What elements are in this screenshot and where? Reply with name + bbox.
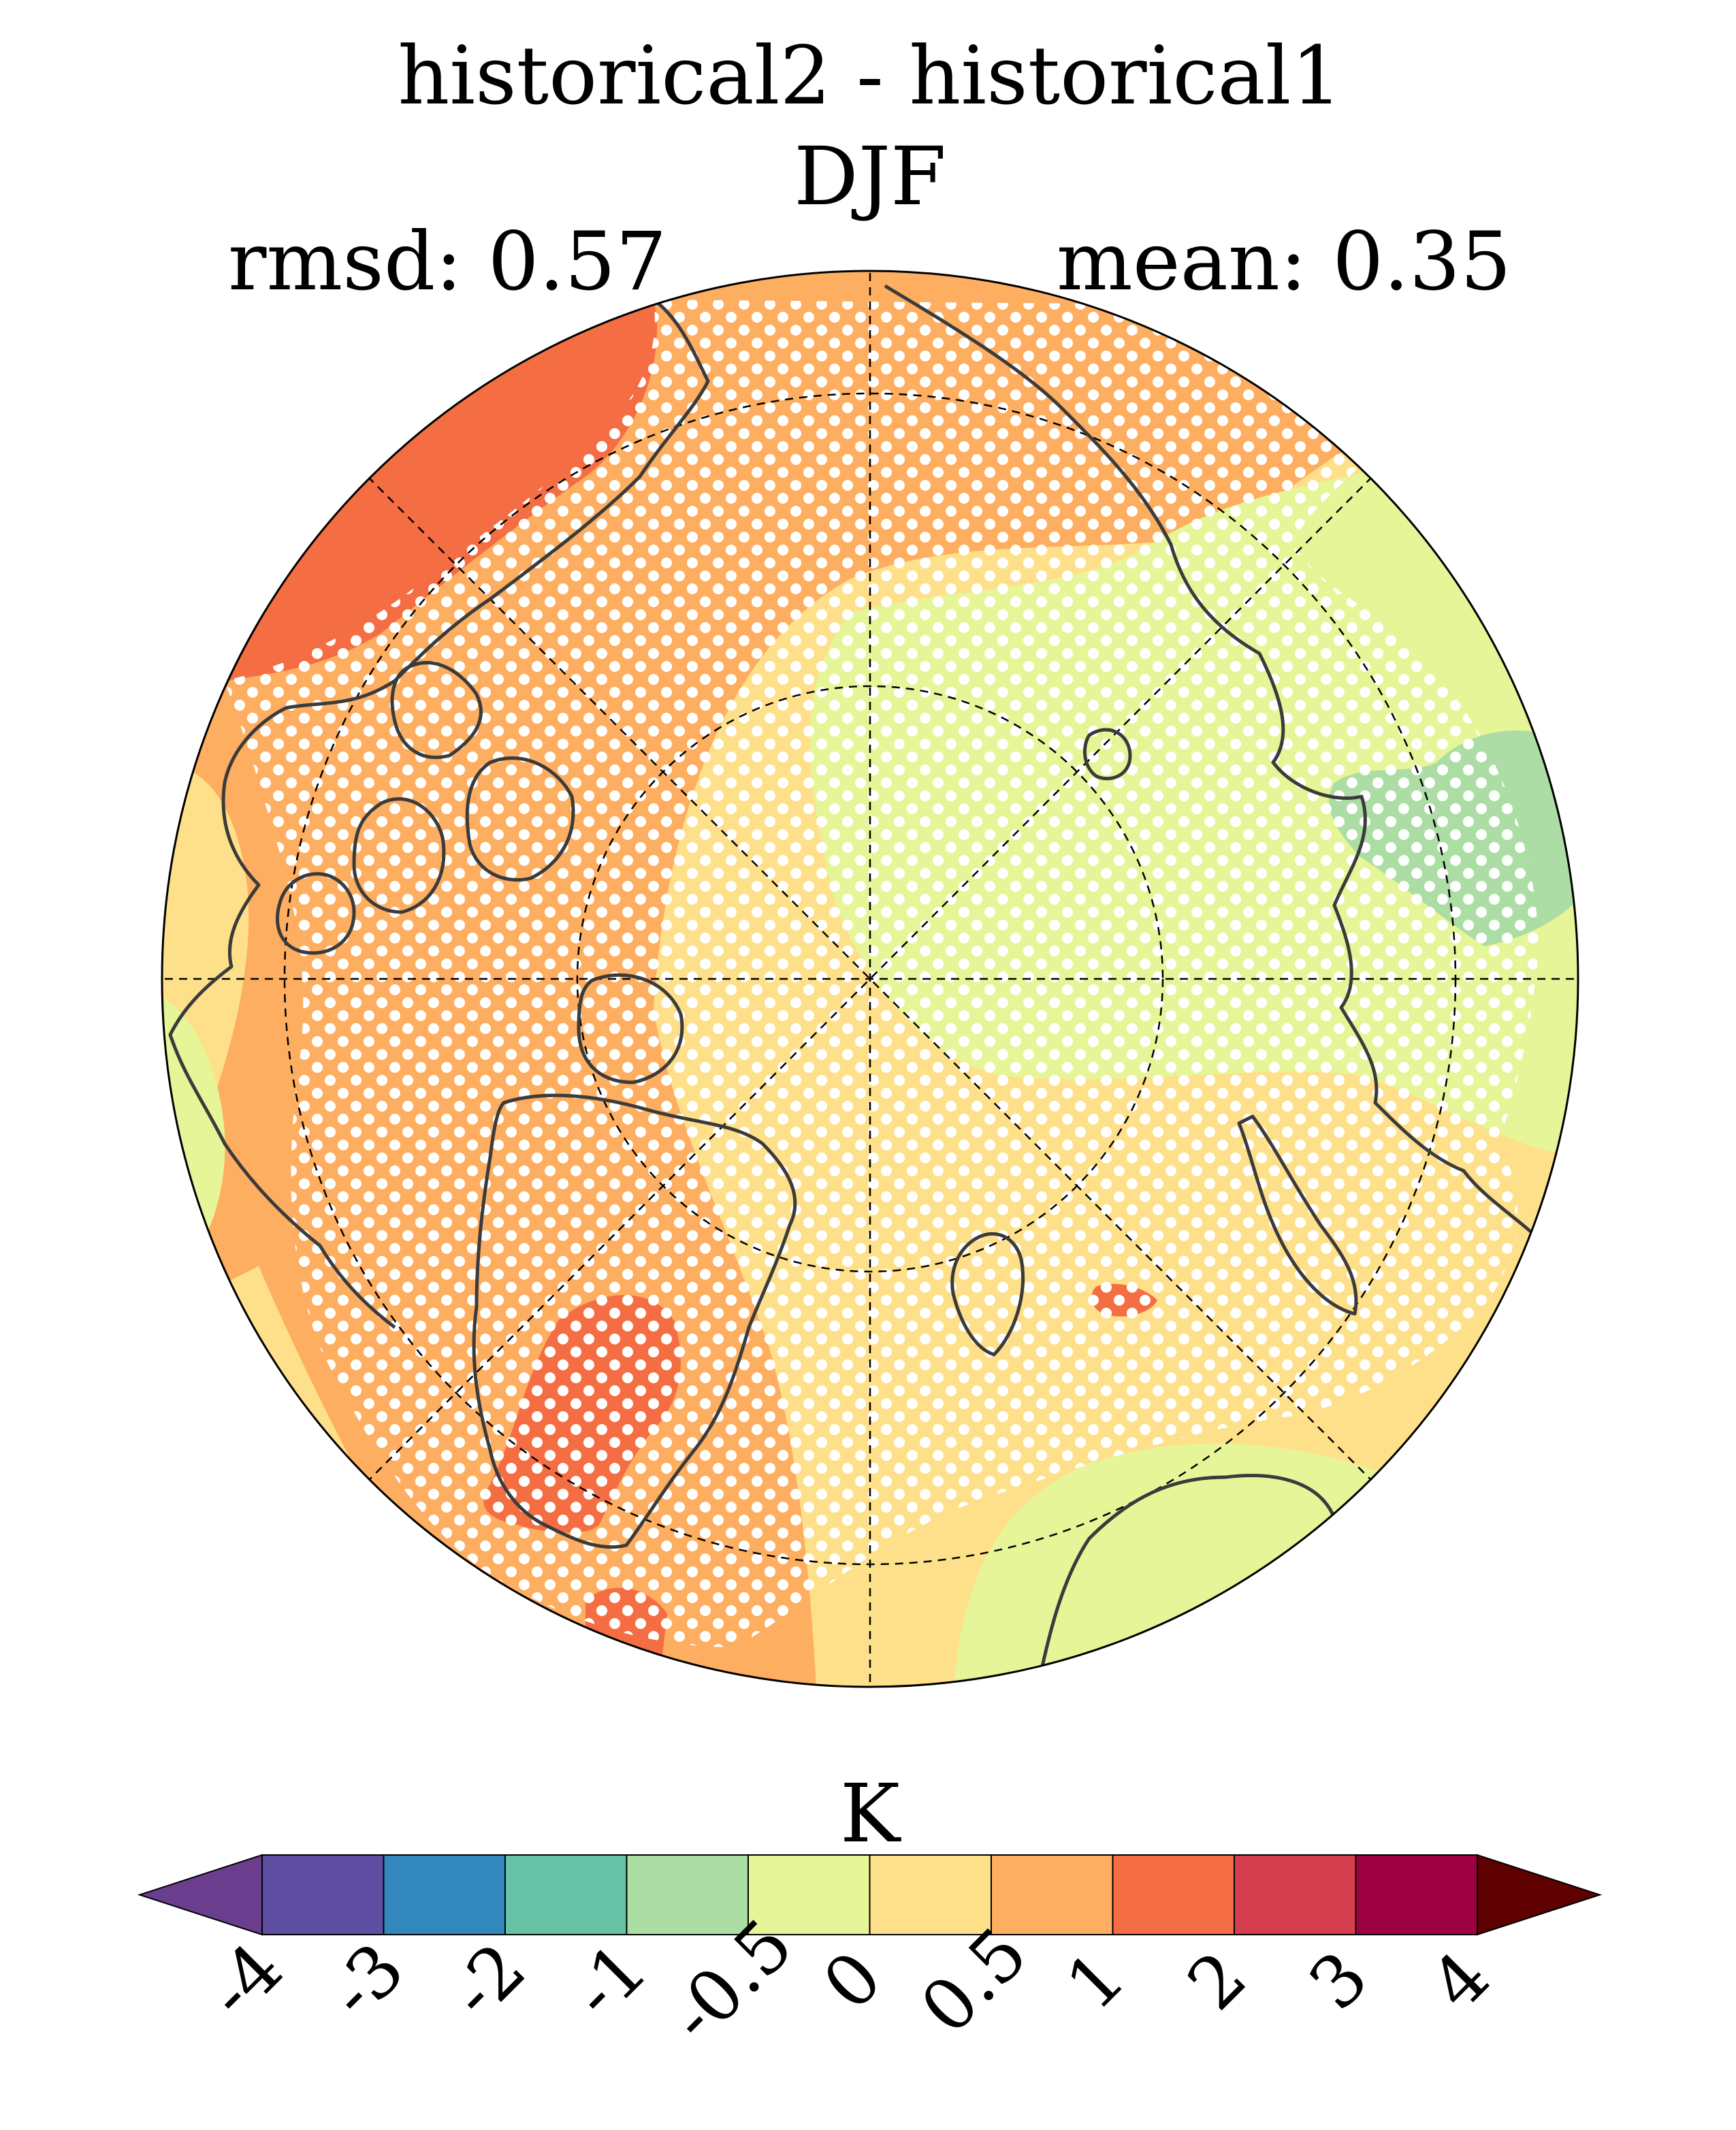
colorbar-box <box>1355 1854 1478 1935</box>
colorbar-box <box>261 1854 385 1935</box>
colorbar-tick-label: 2 <box>1172 1935 1262 2026</box>
rmsd-label: rmsd: 0.57 <box>228 214 666 308</box>
coastline-svalbard <box>950 1232 1025 1357</box>
significance-stippling <box>225 300 1539 1647</box>
colorbar-box <box>1234 1854 1357 1935</box>
coastline-archipelago-2 <box>465 756 575 882</box>
coastlines <box>168 284 1540 1687</box>
coastline-scandinavia <box>1033 1474 1336 1687</box>
colorbar-unit-label: K <box>840 1766 901 1860</box>
colorbar-tick-label: 0 <box>807 1935 898 2026</box>
coastline-archipelago-4 <box>577 973 684 1084</box>
coastline-archipelago-5 <box>275 872 356 955</box>
colorbar-box <box>991 1854 1114 1935</box>
coastline-archipelago-3 <box>352 797 446 914</box>
latitude-circle-80 <box>576 685 1164 1273</box>
coastline-greenland <box>472 1093 797 1549</box>
colorbar-box <box>504 1854 628 1935</box>
colorbar-tick-label: 4 <box>1415 1935 1505 2026</box>
colorbar-tick-label: -2 <box>434 1927 542 2035</box>
colorbar-box <box>383 1854 506 1935</box>
coastline-novaya-zemlya <box>1237 1114 1358 1316</box>
coastline-eurasia <box>884 284 1540 1240</box>
coastline-archipelago-1 <box>390 661 483 760</box>
colorbar-boxes <box>137 1854 1603 1936</box>
colorbar: K -4 -3 -2 -1-0.50 0.5 1 2 3 4 <box>137 1766 1603 2059</box>
mean-label: mean: 0.35 <box>1057 214 1511 308</box>
coastline-small-island <box>1082 728 1132 781</box>
colorbar-box <box>748 1854 871 1935</box>
colorbar-tick-label: -3 <box>312 1927 420 2035</box>
colorbar-extend-high <box>1477 1854 1603 1936</box>
graticule <box>162 271 1578 1687</box>
colorbar-tick-label: -4 <box>191 1927 299 2035</box>
colorbar-tick-label: 3 <box>1293 1935 1384 2026</box>
title-line-1: historical2 - historical1 <box>398 29 1342 123</box>
coastline-north-america <box>168 298 710 1329</box>
map-boundary <box>161 270 1579 1688</box>
polar-map <box>162 271 1578 1687</box>
colorbar-box <box>1112 1854 1235 1935</box>
colorbar-tick-label: 1 <box>1050 1935 1141 2026</box>
colorbar-extend-low <box>137 1854 263 1936</box>
title-season: DJF <box>794 129 946 223</box>
colorbar-tick-label: -1 <box>556 1927 663 2035</box>
meridian-diagonal-2 <box>367 476 1373 1482</box>
meridian-diagonal-1 <box>367 476 1373 1482</box>
